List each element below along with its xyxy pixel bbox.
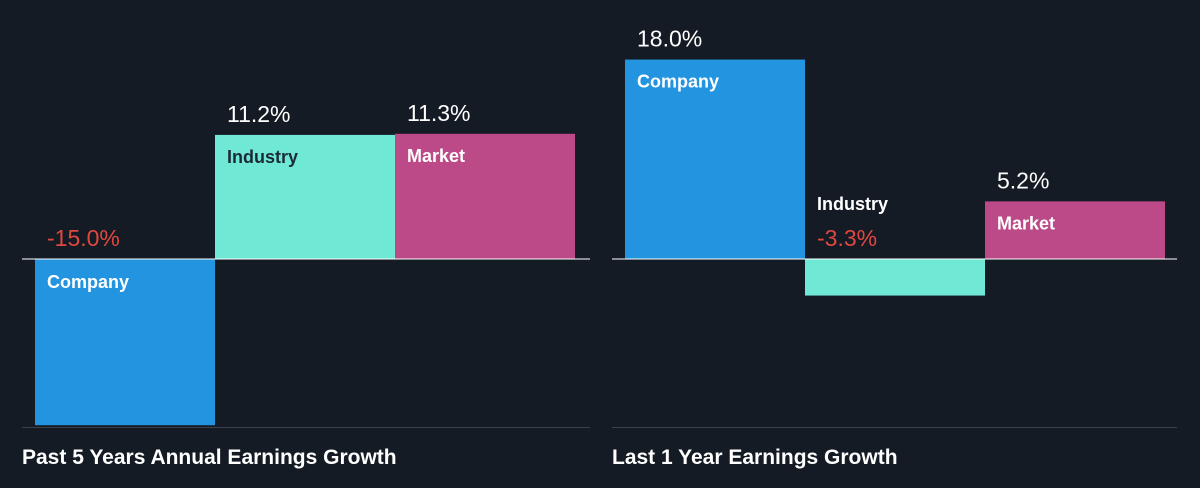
bars-group: -15.0% Company 11.2% Industry 11.3% Market (35, 100, 575, 426)
category-label-company: Company (47, 272, 129, 292)
category-label-market: Market (997, 213, 1055, 233)
panel-past-5-years: -15.0% Company 11.2% Industry 11.3% Market Pa… (22, 100, 590, 469)
value-label-market: 5.2% (997, 167, 1049, 193)
panel-title: Past 5 Years Annual Earnings Growth (22, 446, 397, 469)
value-label-industry: 11.2% (227, 101, 291, 127)
category-label-industry: Industry (817, 194, 888, 214)
bar-market (985, 201, 1165, 259)
value-label-company: -15.0% (47, 225, 120, 251)
bar-market (395, 133, 575, 259)
panel-last-1-year: 18.0% Company -3.3% Industry 5.2% Market Last… (612, 26, 1177, 469)
panel-title: Last 1 Year Earnings Growth (612, 446, 898, 469)
category-label-industry: Industry (227, 147, 298, 167)
bar-company (35, 259, 215, 426)
bars-group: 18.0% Company -3.3% Industry 5.2% Market (625, 26, 1165, 296)
category-label-company: Company (637, 72, 719, 92)
value-label-company: 18.0% (637, 26, 702, 52)
value-label-market: 11.3% (407, 100, 471, 126)
bar-industry (805, 259, 985, 296)
value-label-industry: -3.3% (817, 225, 877, 251)
category-label-market: Market (407, 146, 465, 166)
bar-company (625, 59, 805, 260)
bar-industry (215, 134, 395, 259)
